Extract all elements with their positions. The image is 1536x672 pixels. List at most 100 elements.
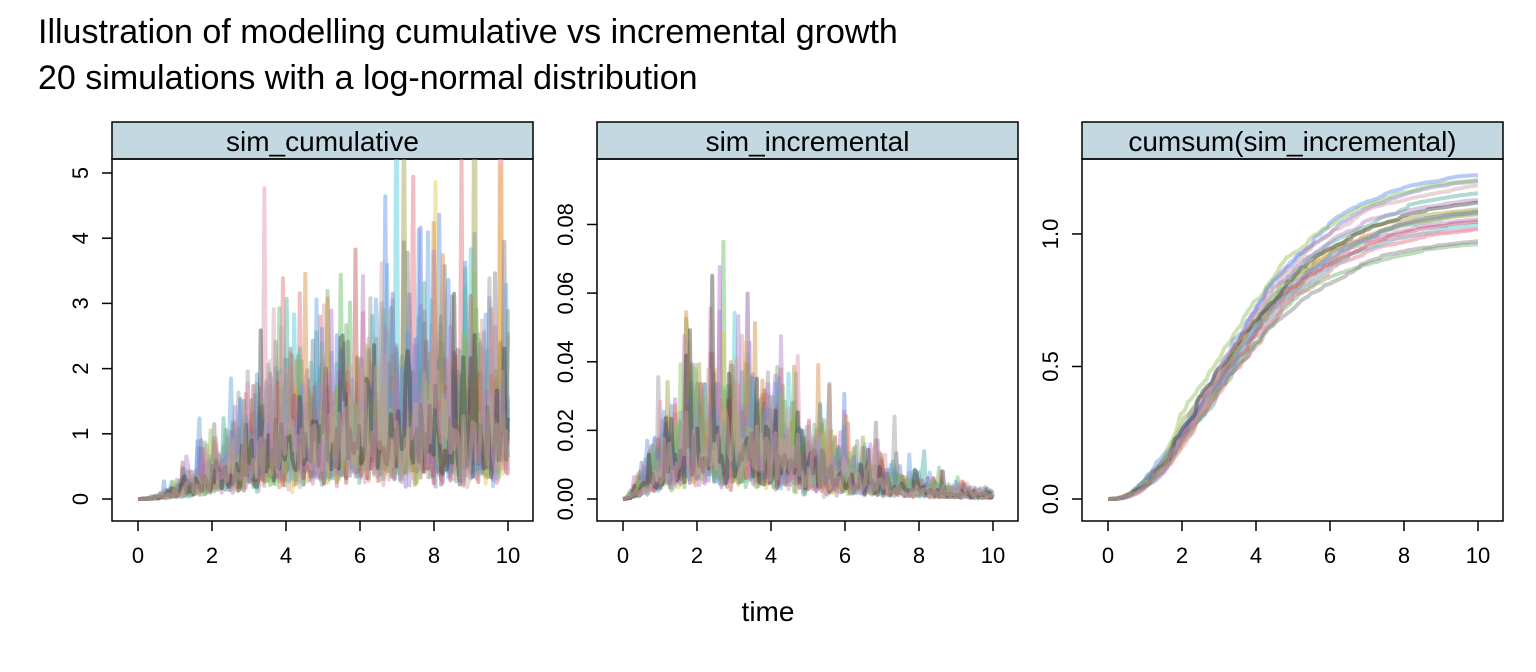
x-tick-label: 4 [280,543,292,568]
series-line-3 [622,291,994,501]
x-tick-label: 8 [1398,543,1410,568]
series-line-11 [137,186,510,501]
series-line-8 [622,352,995,501]
series-line-4 [137,303,510,501]
series-line-19 [622,273,994,501]
series-line-12 [622,370,995,501]
y-tick-label: 0.02 [553,409,578,452]
series-line-6 [137,163,510,501]
series-group [137,159,510,501]
series-line-13 [1107,207,1479,501]
panel-strip-label: sim_incremental [706,126,910,157]
series-line-15 [622,381,994,501]
series-line-13 [622,316,994,501]
series-line-17 [137,249,510,501]
series-line-2 [137,272,510,501]
x-tick-label: 8 [428,543,440,568]
series-line-16 [1107,209,1479,501]
y-tick-label: 1.0 [1038,219,1063,250]
y-tick-label: 0.06 [553,272,578,315]
y-tick-label: 4 [68,232,93,244]
panel-strip [596,121,1019,160]
series-line-12 [1107,191,1479,501]
y-tick-label: 0.08 [553,203,578,246]
series-line-9 [137,220,510,501]
x-tick-label: 8 [913,543,925,568]
x-tick-label: 4 [765,543,777,568]
series-line-19 [137,291,510,501]
series-line-18 [622,362,995,501]
series-line-15 [1107,219,1479,501]
series-line-7 [137,276,510,501]
series-group [1107,173,1479,501]
series-line-13 [137,159,510,501]
y-tick-label: 0.00 [553,478,578,521]
y-tick-label: 0.5 [1038,351,1063,382]
series-line-18 [1107,178,1479,501]
series-line-17 [622,309,995,501]
series-line-10 [137,225,510,501]
series-line-20 [622,357,994,501]
series-line-6 [1107,212,1479,501]
series-line-8 [137,288,510,501]
series-line-16 [622,376,994,501]
x-tick-label: 0 [1102,543,1114,568]
series-line-20 [1107,183,1479,501]
chart-subtitle: 20 simulations with a log-normal distrib… [38,59,698,97]
series-line-2 [622,239,995,501]
x-tick-label: 2 [1176,543,1188,568]
series-line-10 [622,340,995,501]
series-line-11 [622,291,994,501]
series-line-1 [137,159,510,501]
x-tick-label: 10 [981,543,1005,568]
series-line-10 [1107,179,1479,501]
series-line-14 [137,239,510,501]
series-line-15 [137,247,510,501]
series-line-20 [137,261,510,501]
x-axis-label: time [741,596,795,627]
series-line-14 [622,362,995,501]
series-line-3 [137,194,510,501]
plot-frame [596,158,1019,522]
series-line-17 [1107,198,1479,501]
panel-strip [1081,121,1504,160]
series-line-4 [1107,217,1479,501]
x-tick-label: 10 [1466,543,1490,568]
panel-strip-label: sim_cumulative [226,126,419,157]
y-tick-label: 0.0 [1038,484,1063,515]
series-group [622,239,995,501]
series-line-18 [137,271,510,501]
series-line-1 [1107,227,1479,501]
x-tick-label: 6 [1324,543,1336,568]
series-line-5 [622,310,995,501]
series-line-9 [622,310,994,501]
panel-3: cumsum(sim_incremental) 0 2 4 6 8 10 0.0 0.5 1.0 [1038,121,1504,568]
panel-strip-label: cumsum(sim_incremental) [1128,126,1456,157]
x-tick-label: 2 [206,543,218,568]
chart-title: Illustration of modelling cumulative vs … [38,13,898,51]
series-line-3 [1107,173,1479,501]
series-line-2 [1107,212,1479,501]
series-line-16 [137,227,510,501]
series-line-7 [1107,210,1479,501]
series-line-6 [622,331,994,501]
y-tick-label: 2 [68,362,93,374]
series-line-12 [137,266,510,501]
series-line-8 [1107,242,1479,501]
x-tick-label: 6 [354,543,366,568]
y-tick-label: 5 [68,167,93,179]
x-tick-label: 4 [1250,543,1262,568]
x-tick-label: 6 [839,543,851,568]
y-tick-label: 0.04 [553,340,578,383]
series-line-9 [1107,209,1479,501]
panel-2: sim_incremental 0 2 4 6 8 10 0.00 0.02 0.04 0.06 0.… [553,121,1019,568]
series-line-1 [622,351,995,501]
series-line-5 [1107,222,1479,501]
x-tick-label: 0 [132,543,144,568]
y-tick-label: 1 [68,428,93,440]
plot-frame [111,158,534,522]
series-line-4 [622,265,994,501]
series-line-14 [1107,239,1479,501]
plot-frame [1081,158,1504,522]
